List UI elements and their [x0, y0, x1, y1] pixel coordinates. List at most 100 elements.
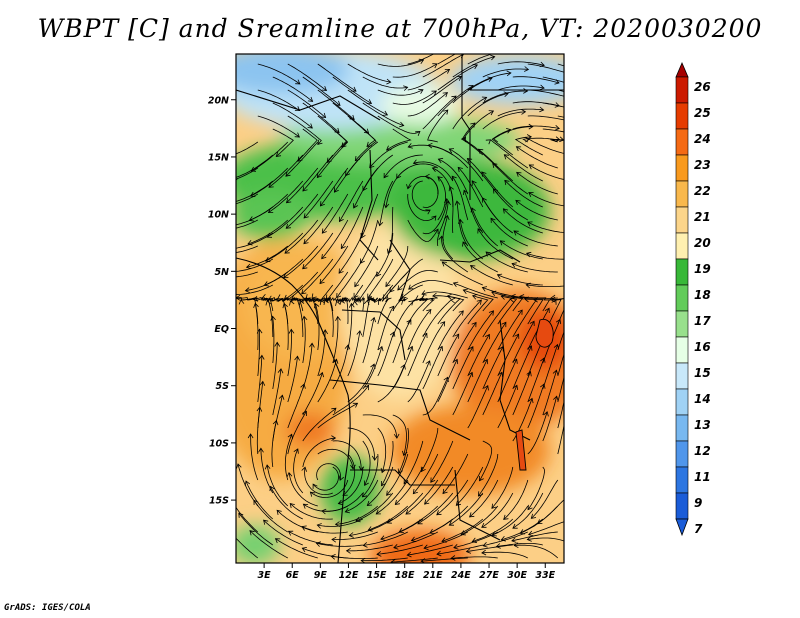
- streamline-arrow: [570, 306, 575, 311]
- streamline-arrow: [479, 475, 484, 482]
- streamline-arrow: [482, 542, 488, 548]
- streamline: [268, 154, 304, 188]
- streamline-arrow: [517, 309, 523, 315]
- streamline: [512, 371, 531, 416]
- streamline: [257, 63, 301, 85]
- streamline-arrow: [319, 201, 325, 207]
- wbpt-region-ne: [450, 55, 564, 105]
- streamline-arrow: [506, 70, 512, 77]
- streamline: [297, 128, 318, 162]
- streamline: [467, 359, 488, 403]
- streamline: [462, 241, 498, 273]
- streamline-arrow: [408, 284, 414, 290]
- streamline-arrow: [299, 299, 305, 306]
- streamline: [526, 284, 564, 287]
- streamline-arrow: [318, 371, 324, 378]
- streamline: [442, 453, 469, 494]
- streamline: [360, 219, 379, 264]
- streamline: [493, 188, 529, 221]
- streamline-arrow: [553, 395, 559, 401]
- streamline: [302, 343, 313, 390]
- streamline-arrow: [285, 198, 292, 204]
- streamline: [527, 357, 545, 403]
- streamline-arrow: [412, 159, 419, 165]
- streamline-arrow: [302, 186, 308, 192]
- colorbar-box: [675, 362, 689, 390]
- streamline: [363, 531, 408, 546]
- streamline: [332, 385, 369, 416]
- streamline-arrow: [285, 223, 291, 229]
- streamline: [271, 420, 277, 468]
- streamline-arrow: [313, 302, 320, 309]
- streamline: [397, 270, 438, 291]
- streamline-arrow: [500, 536, 507, 542]
- streamline-arrow: [528, 397, 534, 404]
- streamline-arrow: [331, 536, 337, 543]
- streamline-arrow: [503, 514, 509, 520]
- streamline-arrow: [421, 290, 427, 296]
- streamline-arrow: [512, 384, 519, 390]
- lon-tick-label: 15E: [367, 570, 387, 581]
- streamline: [305, 284, 334, 303]
- streamline: [422, 176, 439, 208]
- streamline-arrow: [311, 293, 317, 299]
- streamline: [361, 557, 408, 562]
- streamline: [424, 466, 454, 505]
- streamline: [353, 296, 365, 312]
- streamline-arrow: [338, 268, 344, 274]
- streamline: [379, 180, 394, 226]
- wbpt-region-nw: [236, 54, 350, 95]
- streamline: [369, 297, 379, 303]
- streamline: [362, 440, 371, 486]
- streamline: [302, 316, 306, 364]
- streamline: [377, 59, 424, 67]
- border-namibia: [350, 469, 455, 486]
- streamline: [528, 192, 564, 207]
- streamline-arrow: [539, 84, 545, 91]
- streamline-arrow: [463, 189, 469, 196]
- streamline-arrow: [452, 358, 459, 365]
- streamline: [266, 464, 289, 507]
- colorbar-box: [675, 128, 689, 156]
- streamline-arrow: [263, 519, 269, 525]
- streamline-arrow: [386, 78, 392, 85]
- streamline: [399, 505, 439, 533]
- streamline-arrow: [301, 315, 308, 321]
- streamline-arrow: [483, 385, 489, 391]
- streamline: [456, 201, 469, 247]
- streamline-arrow: [555, 318, 562, 325]
- streamline: [516, 146, 558, 169]
- streamline-arrow: [529, 320, 535, 327]
- streamline-arrow: [350, 464, 356, 470]
- streamline-arrow: [408, 300, 414, 306]
- streamline-arrow: [528, 192, 534, 197]
- streamline: [317, 359, 337, 403]
- streamline: [512, 492, 544, 529]
- streamline-arrow: [415, 130, 421, 136]
- streamline-arrow: [443, 109, 449, 115]
- streamline: [272, 316, 275, 364]
- streamline: [479, 440, 493, 481]
- streamline-arrow: [503, 154, 510, 160]
- streamline: [407, 333, 428, 377]
- streamline: [375, 479, 409, 515]
- streamline: [477, 228, 513, 260]
- streamline: [449, 492, 484, 526]
- border-zambia-zim: [454, 469, 501, 541]
- streamline-arrow: [301, 289, 307, 295]
- streamline-arrow: [236, 463, 242, 469]
- streamline-arrow: [471, 537, 477, 544]
- streamline: [392, 414, 407, 456]
- streamline-arrow: [476, 299, 482, 305]
- streamline-arrow: [519, 294, 525, 300]
- streamline-arrow: [526, 536, 532, 542]
- streamline-arrow: [511, 262, 517, 268]
- streamline-arrow: [331, 407, 337, 413]
- streamline-arrow: [250, 166, 257, 172]
- streamline-arrow: [432, 292, 438, 299]
- streamline: [391, 557, 438, 563]
- streamline: [492, 163, 529, 195]
- streamline-arrow: [335, 315, 341, 321]
- streamline: [551, 298, 564, 325]
- colorbar-box: [675, 388, 689, 416]
